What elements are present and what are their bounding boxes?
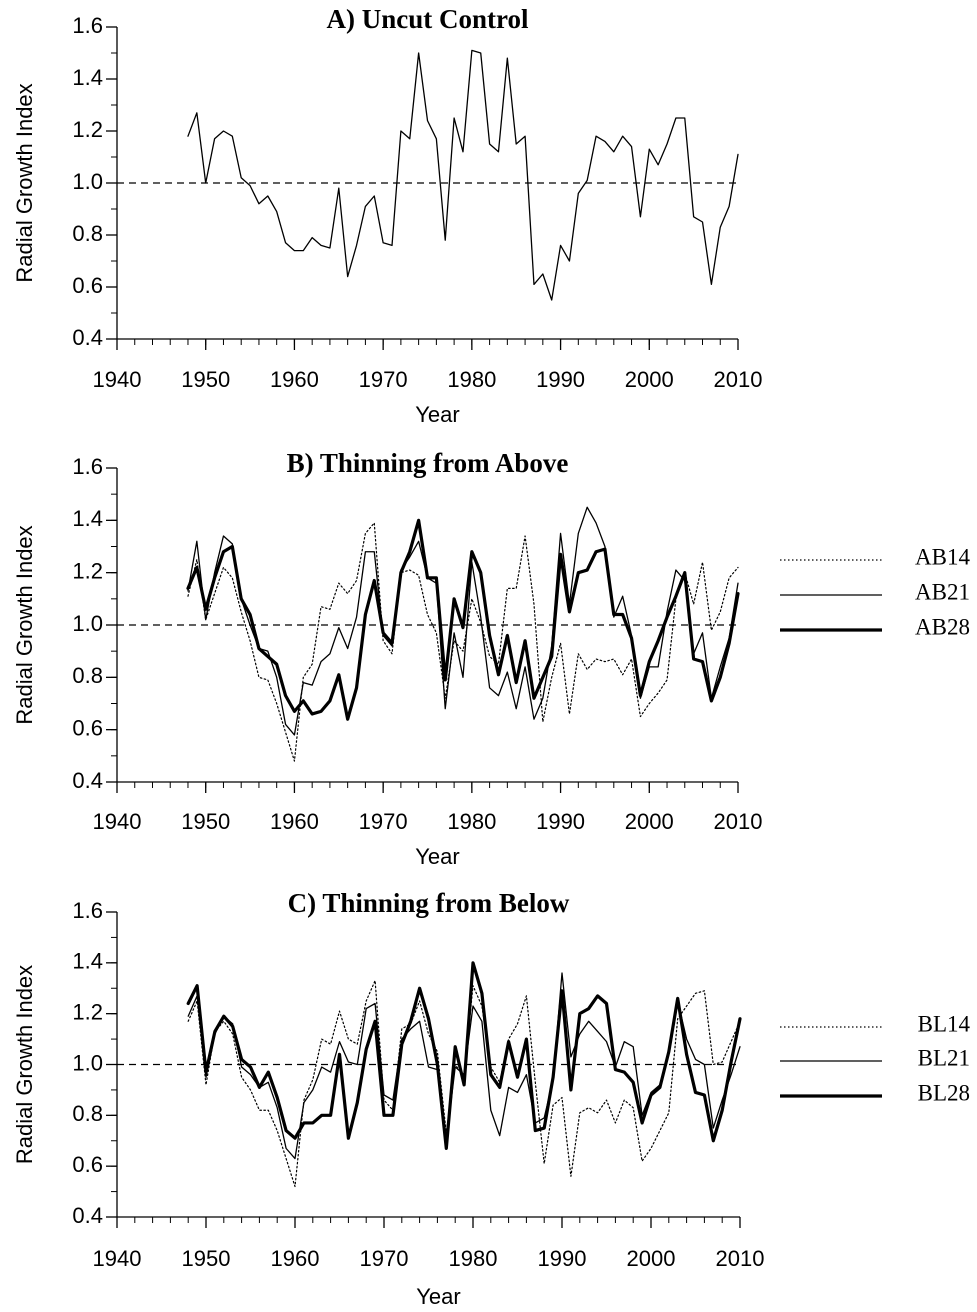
y-tick-label: 0.6 [72,715,103,740]
x-tick-label: 1980 [447,809,496,834]
x-tick-label: 1970 [360,1246,409,1271]
x-tick-label: 1970 [359,809,408,834]
y-axis-label: Radial Growth Index [12,83,37,282]
y-tick-label: 1.2 [72,117,103,142]
x-tick-label: 2010 [716,1246,765,1271]
y-tick-label: 1.6 [72,13,103,38]
y-tick-label: 1.6 [72,898,103,923]
y-tick-label: 1.4 [72,506,103,531]
x-tick-label: 1980 [449,1246,498,1271]
legend-label: AB28 [915,614,970,639]
y-tick-label: 1.0 [72,1050,103,1075]
y-tick-label: 0.4 [72,768,103,793]
x-tick-label: 1960 [271,1246,320,1271]
y-tick-label: 0.8 [72,221,103,246]
x-tick-label: 1950 [181,367,230,392]
x-tick-label: 1940 [93,367,142,392]
x-tick-label: 1940 [93,809,142,834]
y-tick-label: 1.4 [72,949,103,974]
data-line [187,522,739,762]
y-tick-label: 1.2 [72,558,103,583]
y-tick-label: 0.6 [72,273,103,298]
x-tick-label: 1990 [536,809,585,834]
y-tick-label: 1.2 [72,999,103,1024]
data-line [186,518,740,721]
x-tick-label: 1990 [538,1246,587,1271]
x-tick-label: 2010 [714,809,763,834]
y-tick-label: 1.4 [72,65,103,90]
y-tick-label: 0.4 [72,325,103,350]
y-tick-label: 1.0 [72,169,103,194]
data-line [186,961,742,1150]
y-tick-label: 1.0 [72,611,103,636]
chart-title: B) Thinning from Above [287,448,569,478]
x-axis-label: Year [415,402,459,427]
x-tick-label: 2010 [714,367,763,392]
legend-label: BL14 [918,1011,971,1036]
y-tick-label: 0.8 [72,663,103,688]
chart-title: A) Uncut Control [327,4,529,34]
x-tick-label: 2000 [625,809,674,834]
y-tick-label: 0.4 [72,1203,103,1228]
y-tick-label: 1.6 [72,454,103,479]
y-tick-label: 0.8 [72,1101,103,1126]
legend-label: BL28 [918,1080,970,1105]
x-tick-label: 1950 [182,1246,231,1271]
y-tick-label: 0.6 [72,1152,103,1177]
y-axis-label: Radial Growth Index [12,525,37,724]
x-tick-label: 1950 [181,809,230,834]
x-axis-label: Year [416,1284,460,1309]
chart-title: C) Thinning from Below [288,888,570,918]
x-tick-label: 1960 [270,809,319,834]
x-tick-label: 1970 [359,367,408,392]
y-axis-label: Radial Growth Index [12,965,37,1164]
x-tick-label: 1940 [93,1246,142,1271]
x-tick-label: 2000 [625,367,674,392]
data-line [187,49,739,301]
x-tick-label: 1990 [536,367,585,392]
x-tick-label: 2000 [627,1246,676,1271]
x-axis-label: Year [415,844,459,869]
legend-label: AB14 [915,544,970,569]
x-tick-label: 1980 [447,367,496,392]
legend-label: BL21 [918,1045,970,1070]
x-tick-label: 1960 [270,367,319,392]
legend-label: AB21 [915,579,970,604]
